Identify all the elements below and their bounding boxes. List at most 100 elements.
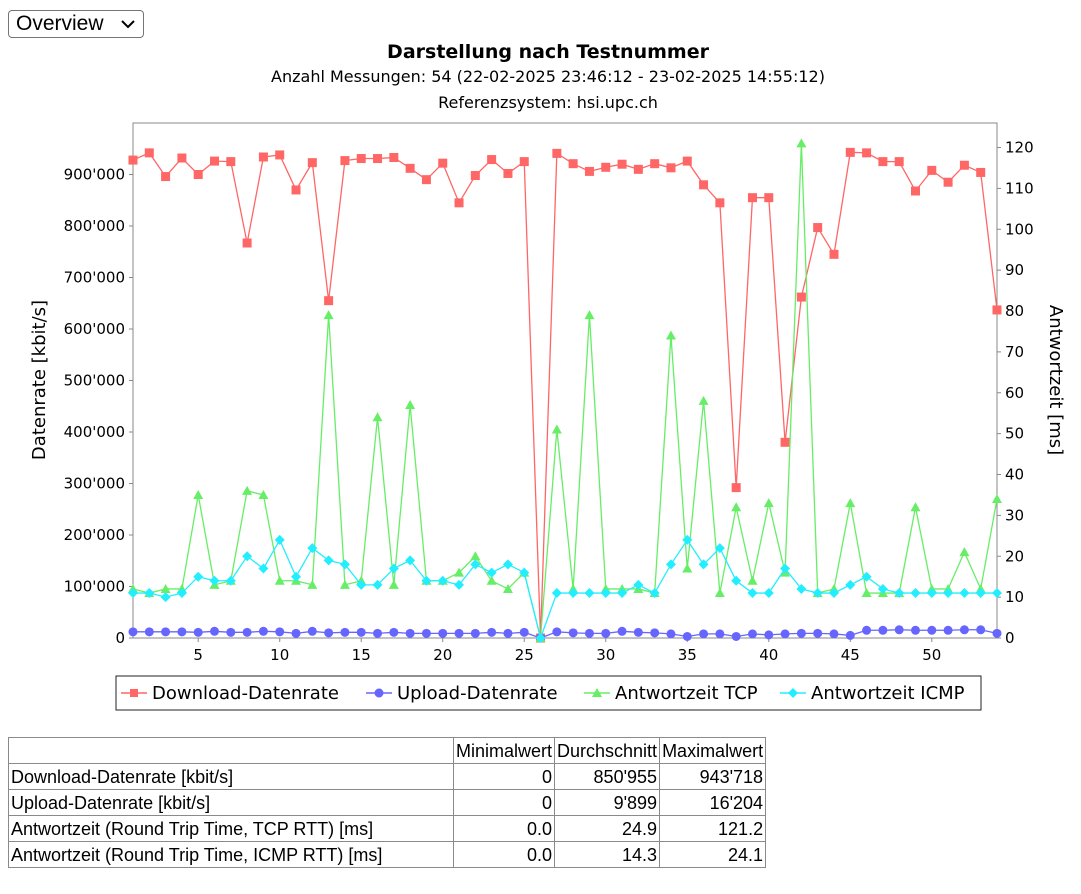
data-point bbox=[731, 502, 742, 512]
data-point bbox=[258, 626, 268, 636]
data-point bbox=[829, 249, 839, 259]
y-left-tick-label: 900'000 bbox=[64, 166, 125, 184]
data-point bbox=[486, 567, 497, 578]
data-point bbox=[226, 627, 236, 637]
y-right-tick-label: 30 bbox=[1005, 506, 1024, 524]
data-point bbox=[959, 625, 969, 635]
data-point bbox=[307, 543, 318, 554]
x-tick-label: 30 bbox=[596, 646, 615, 664]
data-point bbox=[633, 627, 643, 637]
legend-marker-icmp bbox=[788, 688, 798, 698]
data-point bbox=[128, 627, 138, 637]
data-point bbox=[910, 186, 920, 196]
data-point bbox=[650, 159, 660, 169]
data-point bbox=[845, 579, 856, 590]
data-point bbox=[780, 437, 790, 447]
data-point bbox=[747, 193, 757, 203]
row-max: 16'204 bbox=[659, 789, 767, 816]
stats-header-empty bbox=[8, 737, 454, 764]
y-right-tick-label: 50 bbox=[1005, 425, 1024, 443]
data-point bbox=[845, 498, 856, 508]
data-point bbox=[242, 551, 253, 562]
data-point bbox=[193, 571, 204, 582]
chevron-down-icon bbox=[121, 20, 135, 29]
data-point bbox=[731, 483, 741, 493]
legend-marker-tcp bbox=[592, 688, 602, 697]
data-point bbox=[862, 625, 872, 635]
series-line-antwortzeit-tcp bbox=[132, 143, 998, 639]
data-point bbox=[454, 628, 464, 638]
series-upload-datenrate bbox=[128, 625, 1002, 643]
data-point bbox=[128, 588, 138, 599]
data-point bbox=[502, 583, 513, 593]
data-point bbox=[356, 154, 366, 164]
data-point bbox=[372, 412, 383, 422]
series-layer bbox=[128, 138, 1002, 643]
row-label: Download-Datenrate [kbit/s] bbox=[8, 763, 454, 790]
data-point bbox=[372, 579, 383, 590]
data-point bbox=[193, 170, 203, 179]
series-download-datenrate bbox=[128, 147, 1002, 643]
data-point bbox=[274, 534, 285, 545]
data-point bbox=[617, 159, 627, 169]
data-point bbox=[650, 628, 660, 638]
data-point bbox=[161, 172, 171, 182]
row-avg: 24.9 bbox=[554, 815, 661, 842]
data-point bbox=[144, 627, 154, 637]
x-tick-label: 5 bbox=[193, 646, 203, 664]
data-point bbox=[665, 330, 676, 340]
y-left-tick-label: 0 bbox=[115, 629, 125, 647]
data-point bbox=[601, 628, 611, 638]
data-point bbox=[258, 563, 269, 574]
data-point bbox=[894, 625, 904, 635]
data-point bbox=[682, 563, 693, 573]
x-tick-label: 15 bbox=[352, 646, 371, 664]
legend-item-icmp: Antwortzeit ICMP bbox=[780, 683, 965, 704]
stats-header-min: Minimalwert bbox=[452, 737, 556, 764]
right-axis: 0 10 20 30 40 50 60 70 80 90 100 110 120 bbox=[997, 139, 1034, 647]
data-point bbox=[633, 579, 644, 590]
data-point bbox=[210, 156, 220, 166]
data-point bbox=[470, 559, 481, 570]
data-point bbox=[910, 502, 921, 512]
data-point bbox=[405, 628, 415, 638]
data-point bbox=[927, 165, 937, 175]
legend-item-download: Download-Datenrate bbox=[121, 683, 339, 704]
data-point bbox=[193, 489, 204, 499]
legend: Download-Datenrate Upload-Datenrate Antw… bbox=[115, 675, 982, 711]
data-point bbox=[731, 575, 742, 586]
data-point bbox=[763, 588, 774, 599]
data-point bbox=[323, 555, 334, 566]
data-point bbox=[161, 627, 171, 637]
x-tick-label: 10 bbox=[270, 646, 289, 664]
data-point bbox=[861, 588, 872, 598]
view-select[interactable]: Overview bbox=[8, 10, 144, 38]
data-point bbox=[356, 579, 367, 590]
data-point bbox=[780, 629, 790, 639]
data-point bbox=[242, 238, 252, 248]
legend-label-icmp: Antwortzeit ICMP bbox=[811, 683, 965, 704]
plot-area bbox=[132, 122, 998, 639]
table-row: Antwortzeit (Round Trip Time, ICMP RTT) … bbox=[8, 841, 767, 868]
legend-item-upload: Upload-Datenrate bbox=[366, 683, 558, 704]
data-point bbox=[487, 627, 497, 637]
data-point bbox=[405, 555, 416, 566]
series-antwortzeit-tcp bbox=[128, 138, 1002, 642]
chart: Darstellung nach Testnummer Anzahl Messu… bbox=[29, 41, 1066, 711]
series-antwortzeit-icmp bbox=[128, 534, 1002, 643]
data-point bbox=[584, 628, 594, 638]
data-point bbox=[519, 627, 529, 637]
data-point bbox=[373, 628, 383, 638]
data-point bbox=[959, 588, 970, 599]
data-point bbox=[698, 395, 709, 405]
legend-marker-download bbox=[130, 689, 138, 697]
stats-table: Minimalwert Durchschnitt Maximalwert Dow… bbox=[8, 737, 767, 868]
data-point bbox=[502, 559, 513, 570]
data-point bbox=[470, 628, 480, 638]
stats-header-avg: Durchschnitt bbox=[554, 737, 661, 764]
y-axis-right-label: Antwortzeit [ms] bbox=[1045, 305, 1066, 455]
data-point bbox=[291, 628, 301, 638]
data-point bbox=[421, 628, 431, 638]
data-point bbox=[976, 625, 986, 635]
data-point bbox=[291, 185, 301, 195]
